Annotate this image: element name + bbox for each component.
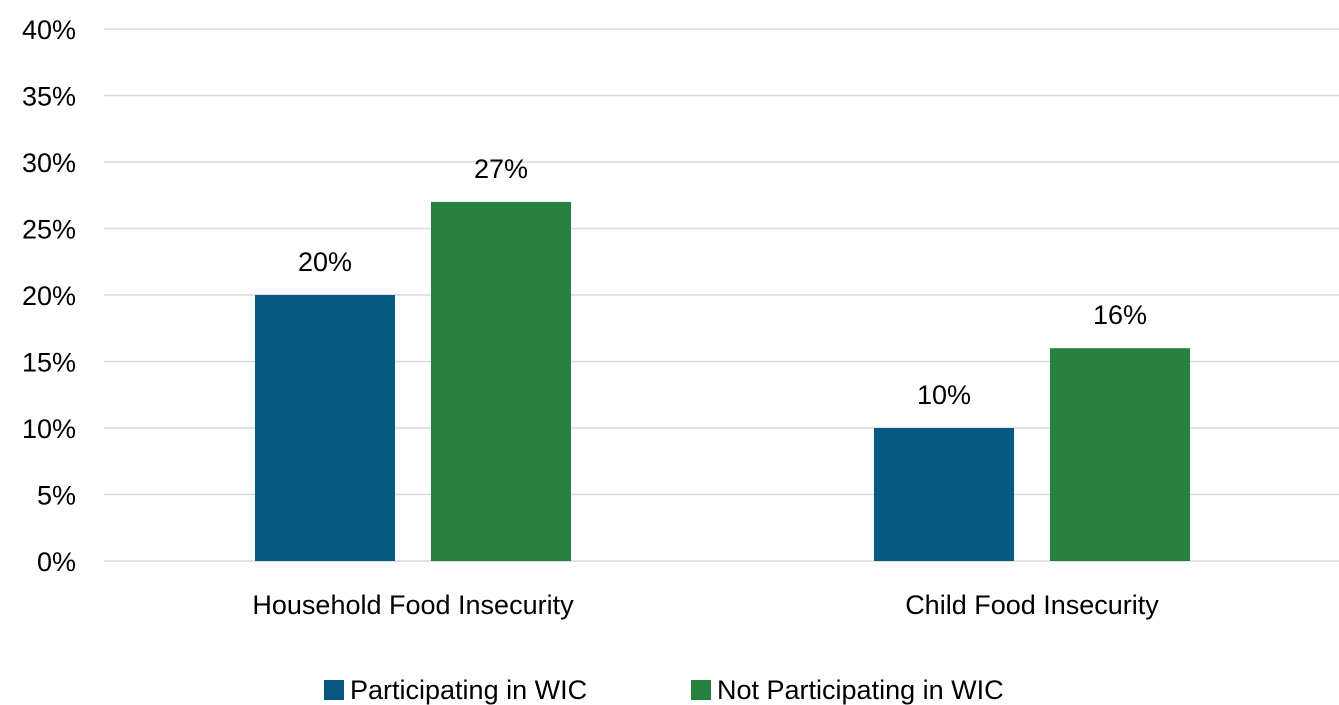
bar-participating-child — [874, 428, 1014, 561]
x-axis-category-labels: Household Food Insecurity Child Food Inse… — [252, 590, 1159, 620]
category-label-household: Household Food Insecurity — [252, 590, 574, 620]
y-tick-label-20: 20% — [22, 281, 76, 311]
y-tick-label-10: 10% — [22, 414, 76, 444]
y-axis-tick-labels: 0% 5% 10% 15% 20% 25% 30% 35% 40% — [22, 15, 76, 577]
bar-not-participating-child — [1050, 348, 1190, 561]
y-tick-label-5: 5% — [37, 481, 76, 511]
y-tick-label-15: 15% — [22, 348, 76, 378]
legend-swatch-not-participating — [691, 680, 711, 700]
y-tick-label-35: 35% — [22, 82, 76, 112]
bar-participating-household — [255, 295, 395, 561]
y-tick-label-40: 40% — [22, 15, 76, 45]
legend-swatch-participating — [324, 680, 344, 700]
data-label-not-participating-child: 16% — [1093, 300, 1147, 330]
data-label-participating-child: 10% — [917, 380, 971, 410]
legend: Participating in WIC Not Participating in… — [324, 675, 1004, 705]
data-label-not-participating-household: 27% — [474, 154, 528, 184]
y-tick-label-0: 0% — [37, 547, 76, 577]
legend-label-not-participating: Not Participating in WIC — [717, 675, 1004, 705]
bar-not-participating-household — [431, 201, 571, 561]
y-tick-label-30: 30% — [22, 148, 76, 178]
y-tick-label-25: 25% — [22, 215, 76, 245]
bars — [255, 201, 1190, 561]
legend-label-participating: Participating in WIC — [350, 675, 587, 705]
data-label-participating-household: 20% — [298, 247, 352, 277]
category-label-child: Child Food Insecurity — [905, 590, 1159, 620]
data-labels: 20% 27% 10% 16% — [298, 154, 1147, 410]
